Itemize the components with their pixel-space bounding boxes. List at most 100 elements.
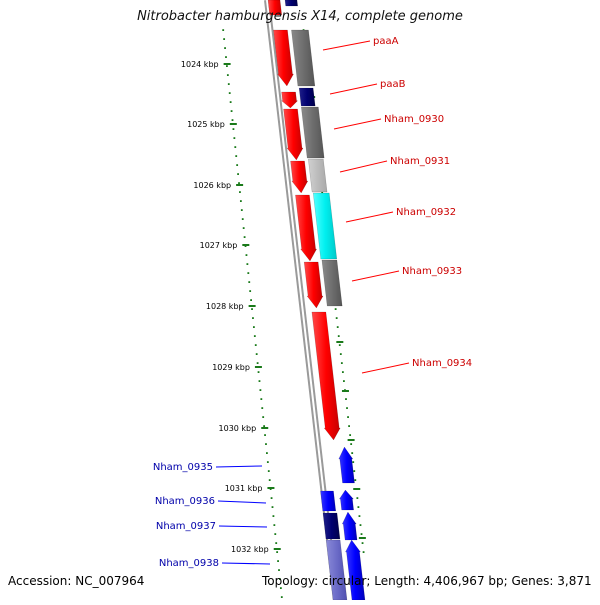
gene-label-Nham_0930[interactable]: Nham_0930 xyxy=(384,114,444,125)
gene-label-Nham_0935[interactable]: Nham_0935 xyxy=(153,462,213,473)
gene-arrow-Nham_0937[interactable] xyxy=(322,512,341,540)
gene-leader-line xyxy=(215,465,263,468)
ruler-dot xyxy=(356,497,359,499)
ruler-dot xyxy=(266,461,269,463)
ruler-tick-label: 1030 kbp xyxy=(219,424,257,433)
gene-label-Nham_0937[interactable]: Nham_0937 xyxy=(156,521,216,532)
gene-label-Nham_0934[interactable]: Nham_0934 xyxy=(412,358,472,369)
ruler-tick-label: 1031 kbp xyxy=(225,484,263,493)
ruler-dot xyxy=(276,551,279,553)
ruler-dot xyxy=(343,380,345,382)
ruler-dot xyxy=(245,254,248,256)
ruler-dot xyxy=(250,299,252,301)
gene-arrow-Nham_0934[interactable] xyxy=(311,311,341,441)
gene-arrow-Nham_0938[interactable] xyxy=(325,539,348,601)
ruler-dot xyxy=(271,506,274,508)
ruler-dash xyxy=(353,488,361,490)
gene-arrow-Nham_0930[interactable] xyxy=(283,108,304,161)
ruler-dot xyxy=(279,587,282,589)
ruler-dot xyxy=(256,362,259,364)
ruler-dot xyxy=(232,128,235,130)
ruler-dot xyxy=(345,398,347,400)
gene-arrow-Nham_0936[interactable] xyxy=(320,490,337,512)
ruler-dot xyxy=(278,569,280,571)
gene-arrow-paaB[interactable] xyxy=(280,91,299,109)
ruler-dot xyxy=(334,308,337,310)
gene-label-paaB[interactable]: paaB xyxy=(380,79,406,90)
ruler-dot xyxy=(238,182,240,184)
gene-label-Nham_0932[interactable]: Nham_0932 xyxy=(396,207,456,218)
ruler-dot xyxy=(224,47,226,49)
ruler-tick xyxy=(261,427,269,429)
ruler-dot xyxy=(348,425,350,427)
ruler-dot xyxy=(236,164,239,166)
ruler-dot xyxy=(346,407,348,409)
gene-leader-line xyxy=(217,500,267,504)
ruler-dash xyxy=(341,390,349,392)
gene-leader-line xyxy=(322,40,371,51)
ruler-dot xyxy=(258,380,261,382)
gene-label-Nham_0938[interactable]: Nham_0938 xyxy=(159,558,219,569)
ruler-tick-label: 1028 kbp xyxy=(206,302,244,311)
gene-arrow-Nham_0935[interactable] xyxy=(338,446,355,484)
ruler-dot xyxy=(277,560,279,562)
gene-arrow-Nham_0933[interactable] xyxy=(303,261,324,309)
gene-labels: paaA paaB Nham_0930 Nham_0931 Nham_0932 Nham_… xyxy=(153,36,472,569)
ruler-dot xyxy=(279,578,281,580)
ruler-tick-label: 1025 kbp xyxy=(187,120,225,129)
ruler-dot xyxy=(253,335,256,337)
gene-arrow[interactable] xyxy=(267,0,283,16)
ruler-dot xyxy=(254,344,257,346)
ruler-tick-label: 1027 kbp xyxy=(200,241,238,250)
ruler-dot xyxy=(266,452,268,454)
gene-arrow-Nham_0937[interactable] xyxy=(341,511,358,541)
feature-block[interactable] xyxy=(298,87,316,107)
gene-leader-line xyxy=(361,362,410,374)
gene-arrow-Nham_0938[interactable] xyxy=(345,539,366,601)
ruler-dot xyxy=(336,326,339,328)
ruler-dot xyxy=(239,191,241,193)
ruler-dot xyxy=(275,542,278,544)
ruler-dot xyxy=(269,488,272,490)
ruler-dot xyxy=(274,533,277,535)
ruler-dot xyxy=(321,191,324,193)
ruler-dot xyxy=(262,416,265,418)
ruler-dot xyxy=(349,434,352,436)
ruler-dot xyxy=(240,209,243,211)
ruler-dot xyxy=(361,542,364,544)
feature-block[interactable] xyxy=(321,259,343,307)
feature-block[interactable] xyxy=(312,192,338,260)
ruler-dot xyxy=(339,353,342,355)
ruler-dot xyxy=(234,146,237,148)
ruler-dash xyxy=(347,439,355,441)
ruler-dot xyxy=(261,407,264,409)
gene-label-paaA[interactable]: paaA xyxy=(373,36,399,47)
ruler-tick xyxy=(229,123,237,125)
gene-label-Nham_0931[interactable]: Nham_0931 xyxy=(390,156,450,167)
ruler-dot xyxy=(263,425,266,427)
ruler-dot xyxy=(241,218,244,220)
ruler-dot xyxy=(362,551,365,553)
ruler-dot xyxy=(244,245,247,247)
gene-label-Nham_0936[interactable]: Nham_0936 xyxy=(155,496,215,507)
ruler-dot xyxy=(246,263,249,265)
ruler-dot xyxy=(226,74,229,76)
ruler-dot xyxy=(341,371,344,373)
gene-arrow-Nham_0932[interactable] xyxy=(295,194,318,262)
gene-arrow-paaA[interactable] xyxy=(273,29,294,87)
ruler-dot xyxy=(350,443,353,445)
ruler-dot xyxy=(222,29,225,31)
gene-label-Nham_0933[interactable]: Nham_0933 xyxy=(402,266,462,277)
ruler-dot xyxy=(352,461,355,463)
ruler-tick-label: 1026 kbp xyxy=(193,181,231,190)
feature-block[interactable] xyxy=(284,0,298,7)
ruler-dot xyxy=(268,479,271,481)
ruler-dot xyxy=(230,110,233,112)
feature-block[interactable] xyxy=(308,158,328,193)
feature-block[interactable] xyxy=(301,106,325,159)
ruler-dot xyxy=(280,596,283,598)
gene-arrow-Nham_0936[interactable] xyxy=(338,489,354,511)
feature-block[interactable] xyxy=(291,29,316,87)
ruler-dot xyxy=(227,83,230,85)
gene-arrow-Nham_0931[interactable] xyxy=(290,160,309,194)
